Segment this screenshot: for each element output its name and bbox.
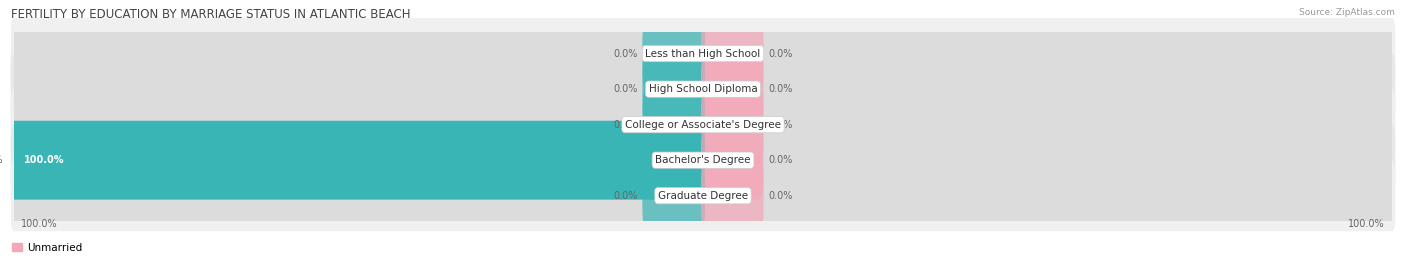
FancyBboxPatch shape <box>13 50 709 129</box>
Text: 0.0%: 0.0% <box>769 155 793 165</box>
Text: Less than High School: Less than High School <box>645 49 761 59</box>
FancyBboxPatch shape <box>11 125 1395 196</box>
FancyBboxPatch shape <box>643 14 704 93</box>
Text: High School Diploma: High School Diploma <box>648 84 758 94</box>
Text: 100.0%: 100.0% <box>1348 219 1385 229</box>
FancyBboxPatch shape <box>13 121 709 200</box>
Text: Graduate Degree: Graduate Degree <box>658 191 748 201</box>
Text: 0.0%: 0.0% <box>613 120 637 130</box>
FancyBboxPatch shape <box>702 85 763 164</box>
FancyBboxPatch shape <box>11 18 1395 89</box>
FancyBboxPatch shape <box>11 89 1395 160</box>
FancyBboxPatch shape <box>702 85 1393 164</box>
Text: 0.0%: 0.0% <box>769 84 793 94</box>
FancyBboxPatch shape <box>643 156 704 235</box>
Text: Bachelor's Degree: Bachelor's Degree <box>655 155 751 165</box>
Text: 0.0%: 0.0% <box>613 191 637 201</box>
Text: 100.0%: 100.0% <box>24 155 65 165</box>
Text: 0.0%: 0.0% <box>769 191 793 201</box>
FancyBboxPatch shape <box>702 121 763 200</box>
FancyBboxPatch shape <box>702 14 1393 93</box>
FancyBboxPatch shape <box>702 50 1393 129</box>
Text: Source: ZipAtlas.com: Source: ZipAtlas.com <box>1299 8 1395 17</box>
Text: 0.0%: 0.0% <box>769 120 793 130</box>
FancyBboxPatch shape <box>8 121 704 200</box>
Legend: Married, Unmarried: Married, Unmarried <box>0 238 87 257</box>
FancyBboxPatch shape <box>643 85 704 164</box>
FancyBboxPatch shape <box>13 156 709 235</box>
FancyBboxPatch shape <box>643 50 704 129</box>
FancyBboxPatch shape <box>702 156 1393 235</box>
Text: 0.0%: 0.0% <box>769 49 793 59</box>
FancyBboxPatch shape <box>11 160 1395 231</box>
FancyBboxPatch shape <box>702 50 763 129</box>
FancyBboxPatch shape <box>702 14 763 93</box>
Text: 0.0%: 0.0% <box>613 49 637 59</box>
FancyBboxPatch shape <box>702 156 763 235</box>
Text: FERTILITY BY EDUCATION BY MARRIAGE STATUS IN ATLANTIC BEACH: FERTILITY BY EDUCATION BY MARRIAGE STATU… <box>11 8 411 21</box>
FancyBboxPatch shape <box>13 14 709 93</box>
FancyBboxPatch shape <box>702 121 1393 200</box>
FancyBboxPatch shape <box>13 85 709 164</box>
Text: 100.0%: 100.0% <box>0 155 4 165</box>
Text: 0.0%: 0.0% <box>613 84 637 94</box>
Text: 100.0%: 100.0% <box>21 219 58 229</box>
FancyBboxPatch shape <box>11 54 1395 125</box>
Text: College or Associate's Degree: College or Associate's Degree <box>626 120 780 130</box>
